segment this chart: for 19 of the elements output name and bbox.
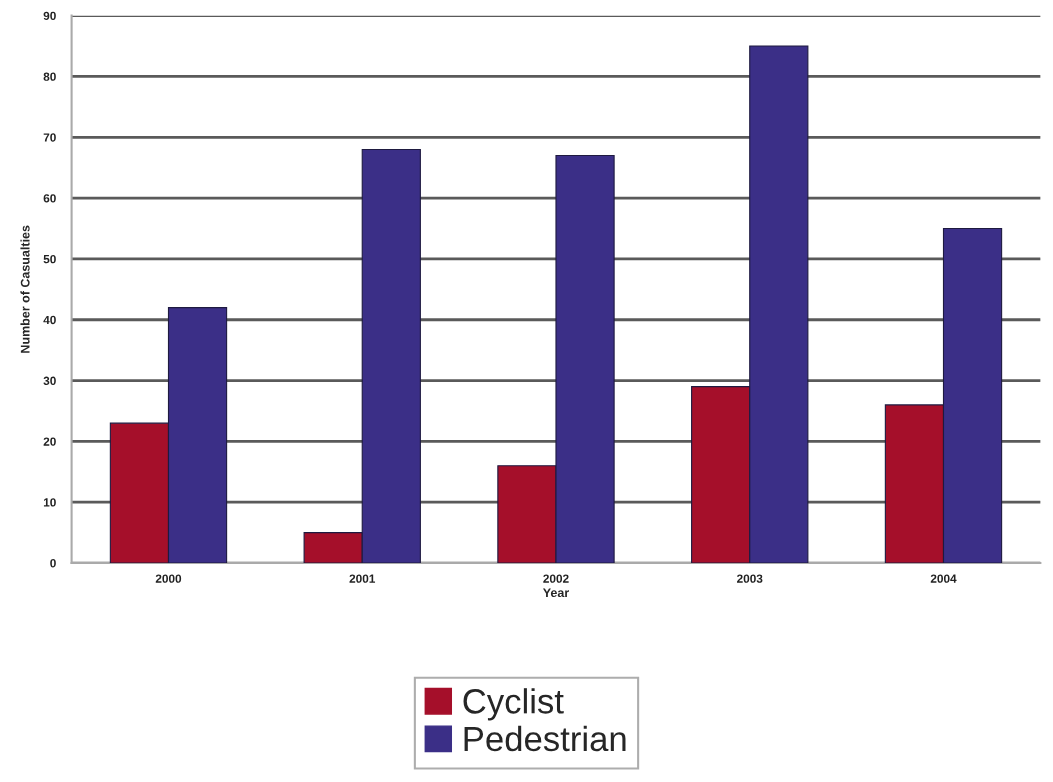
- legend-label: Pedestrian: [464, 725, 626, 752]
- y-tick-label: 60: [43, 194, 56, 203]
- x-tick-label: 2002: [543, 574, 569, 583]
- y-tick-label: 30: [43, 376, 56, 385]
- legend-label: Cyclist: [463, 688, 564, 721]
- y-tick-label: 90: [43, 11, 56, 21]
- x-tick-label: 2003: [737, 574, 763, 583]
- x-tick-label: 2004: [930, 574, 957, 583]
- y-tick-label: 80: [43, 72, 56, 81]
- x-axis-title: Year: [542, 588, 569, 598]
- y-axis-title: Number of Casualties: [20, 225, 30, 353]
- x-tick-label: 2000: [155, 574, 182, 583]
- y-tick-label: 0: [50, 559, 56, 568]
- y-tick-label: 40: [43, 315, 56, 325]
- y-tick-label: 10: [43, 498, 56, 507]
- y-tick-label: 70: [43, 133, 56, 142]
- x-tick-label: 2001: [349, 574, 376, 583]
- y-tick-label: 20: [43, 437, 56, 446]
- y-tick-label: 50: [43, 254, 56, 264]
